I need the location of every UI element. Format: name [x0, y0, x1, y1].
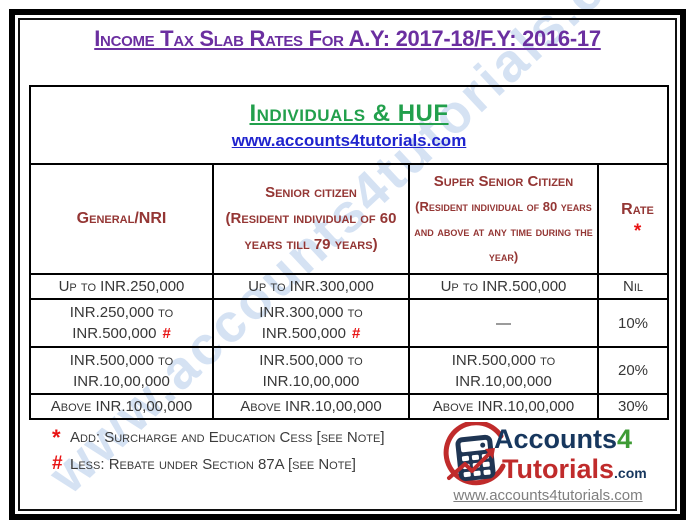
cell-rate-10pct: 10% [596, 298, 670, 348]
table-row-nil: Up to INR.250,000 Up to INR.300,000 Up t… [29, 273, 670, 300]
table-row-10pct: INR.250,000 to INR.500,000 # INR.300,000 … [29, 298, 670, 348]
table-group-header-row: Individuals & HUF www.accounts4tutorials… [28, 85, 670, 165]
table-row-30pct: Above INR.10,00,000 Above INR.10,00,000 … [29, 393, 670, 420]
footnote-surcharge-text: Add: Surcharge and Education Cess [see N… [70, 429, 385, 446]
cell-rate-nil: Nil [596, 273, 670, 300]
cell-super-10pct: — [408, 298, 599, 348]
cell-rate-20pct: 20% [596, 346, 670, 395]
column-header-senior-label: Senior citizen [265, 184, 357, 201]
brand-name-com: .com [614, 465, 647, 481]
footnote-rebate: # Less: Rebate under Section 87A [see No… [52, 453, 385, 474]
table-column-header-row: General/NRI Senior citizen (Resident ind… [29, 163, 670, 275]
column-header-super-senior-sub: (Resident individual of 80 years and abo… [414, 199, 593, 264]
cell-general-10pct: INR.250,000 to INR.500,000 # [29, 298, 214, 348]
brand-name: Accounts4 Tutorials.com [494, 425, 647, 488]
calculator-growth-icon [443, 422, 506, 486]
cell-super-nil: Up to INR.500,000 [408, 273, 599, 300]
cell-general-20pct: INR.500,000 to INR.10,00,000 [29, 346, 214, 395]
column-header-rate-label: Rate [621, 201, 654, 218]
footnote-rebate-text: Less: Rebate under Section 87A [see Note… [70, 456, 356, 473]
rebate-hash-symbol: # [162, 325, 171, 342]
column-header-rate: Rate * [596, 163, 670, 275]
column-header-super-senior: Super Senior Citizen (Resident individua… [408, 163, 599, 275]
cell-senior-10pct: INR.300,000 to INR.500,000 # [212, 298, 410, 348]
cell-super-20pct: INR.500,000 to INR.10,00,000 [408, 346, 599, 395]
brand-name-tutorials: Tutorials [502, 454, 615, 484]
cell-senior-20pct: INR.500,000 to INR.10,00,000 [212, 346, 410, 395]
hash-symbol: # [52, 453, 63, 474]
brand-logo: Accounts4 Tutorials.com [441, 421, 655, 491]
brand-website-link[interactable]: www.accounts4tutorials.com [453, 487, 643, 504]
cell-general-nil: Up to INR.250,000 [29, 273, 214, 300]
rebate-hash-symbol: # [351, 325, 361, 342]
column-header-senior-sub: (Resident individual of 60 years till 79… [225, 210, 397, 253]
column-header-super-senior-label: Super Senior Citizen [433, 173, 574, 190]
cell-general-30pct: Above INR.10,00,000 [29, 393, 214, 420]
column-header-senior: Senior citizen (Resident individual of 6… [212, 163, 410, 275]
asterisk-symbol: * [52, 425, 61, 450]
footnote-surcharge: * Add: Surcharge and Education Cess [see… [52, 425, 385, 450]
rate-note-symbol: * [633, 221, 642, 242]
group-website-link[interactable]: www.accounts4tutorials.com [231, 130, 467, 150]
group-header-cell: Individuals & HUF www.accounts4tutorials… [28, 85, 670, 165]
cell-senior-30pct: Above INR.10,00,000 [212, 393, 410, 420]
table-row-20pct: INR.500,000 to INR.10,00,000 INR.500,000… [29, 346, 670, 395]
brand-name-accounts: Accounts [494, 424, 618, 454]
group-title: Individuals & HUF [249, 99, 449, 127]
column-header-general: General/NRI [29, 163, 214, 275]
footnotes: * Add: Surcharge and Education Cess [see… [52, 425, 385, 481]
cell-super-30pct: Above INR.10,00,000 [408, 393, 599, 420]
cell-senior-nil: Up to INR.300,000 [212, 273, 410, 300]
cell-rate-30pct: 30% [596, 393, 670, 420]
tax-slab-table: Individuals & HUF www.accounts4tutorials… [28, 85, 670, 420]
page-title: Income Tax Slab Rates For A.Y: 2017-18/F… [94, 26, 601, 51]
brand-name-four: 4 [617, 424, 633, 454]
